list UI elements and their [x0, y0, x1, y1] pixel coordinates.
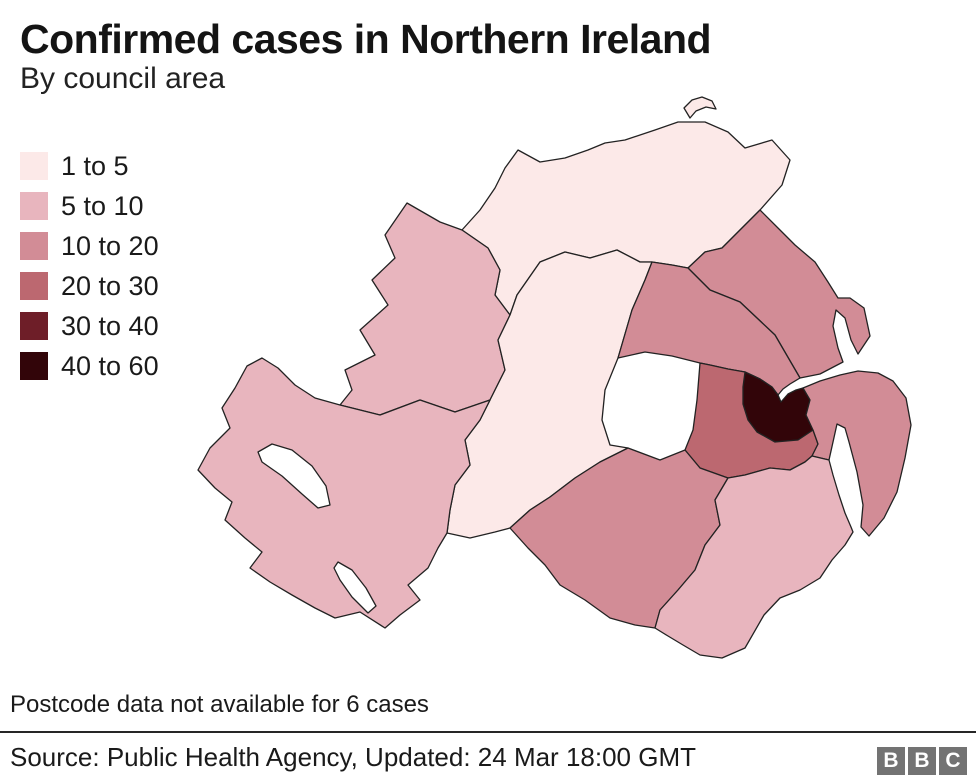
legend-swatch	[20, 232, 48, 260]
legend-swatch	[20, 312, 48, 340]
legend-label: 20 to 30	[61, 270, 159, 301]
legend-swatch	[20, 192, 48, 220]
legend-label: 1 to 5	[61, 150, 129, 181]
lake-lough-erne-upper	[333, 561, 377, 614]
legend-label: 30 to 40	[61, 310, 159, 341]
region-rathlin-island	[683, 96, 717, 119]
region-ards-and-north-down	[802, 370, 912, 537]
legend-swatch	[20, 352, 48, 380]
region-armagh-city-banbridge-and-craigavon	[509, 447, 729, 629]
legend: 1 to 5 5 to 10 10 to 20 20 to 30 30 to 40 40 …	[20, 150, 159, 392]
page-subtitle: By council area	[20, 62, 226, 95]
bbc-block-c: C	[939, 747, 967, 775]
legend-swatch	[20, 272, 48, 300]
region-newry-mourne-and-down	[654, 455, 854, 659]
bbc-block-b: B	[908, 747, 936, 775]
legend-item-30-to-40: 30 to 40	[20, 310, 159, 341]
bbc-block-b: B	[877, 747, 905, 775]
legend-label: 10 to 20	[61, 230, 159, 261]
footer-divider	[0, 731, 976, 733]
legend-label: 5 to 10	[61, 190, 144, 221]
footnote: Postcode data not available for 6 cases	[10, 691, 429, 718]
page-title: Confirmed cases in Northern Ireland	[20, 16, 712, 62]
legend-item-40-to-60: 40 to 60	[20, 350, 159, 381]
legend-item-10-to-20: 10 to 20	[20, 230, 159, 261]
legend-item-1-to-5: 1 to 5	[20, 150, 159, 181]
region-fermanagh-and-omagh	[197, 357, 491, 629]
legend-label: 40 to 60	[61, 350, 159, 381]
legend-swatch	[20, 152, 48, 180]
legend-item-5-to-10: 5 to 10	[20, 190, 159, 221]
source-line: Source: Public Health Agency, Updated: 2…	[10, 742, 696, 772]
lake-lough-erne-lower	[257, 443, 331, 509]
legend-item-20-to-30: 20 to 30	[20, 270, 159, 301]
